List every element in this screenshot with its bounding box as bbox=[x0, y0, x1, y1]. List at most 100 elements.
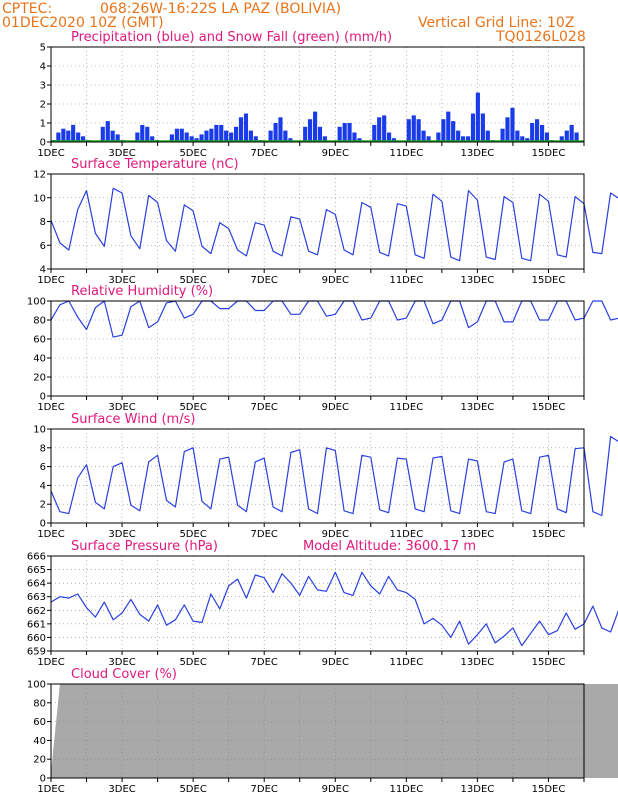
precip-bar bbox=[500, 128, 505, 142]
y-tick-label: 20 bbox=[33, 373, 46, 384]
y-tick-label: 2 bbox=[40, 500, 46, 511]
y-tick-label: 80 bbox=[33, 698, 46, 709]
y-tick-label: 1 bbox=[40, 119, 46, 130]
precip-bar bbox=[540, 124, 545, 142]
precip-bar bbox=[145, 126, 150, 142]
y-tick-label: 100 bbox=[27, 680, 46, 691]
precip-bar bbox=[81, 136, 86, 142]
header-location: 068:26W-16:22S LA PAZ (BOLIVIA) bbox=[100, 1, 341, 17]
y-tick-label: 4 bbox=[40, 481, 46, 492]
precip-bar bbox=[441, 119, 446, 142]
precip-bar bbox=[189, 136, 194, 142]
y-tick-label: 100 bbox=[27, 297, 46, 308]
x-tick-label: 11DEC bbox=[389, 275, 423, 286]
x-tick-label: 13DEC bbox=[461, 529, 495, 540]
panel-1: Precipitation (blue) and Snow Fall (gree… bbox=[37, 30, 585, 159]
x-tick-label: 1DEC bbox=[37, 529, 64, 540]
y-tick-label: 3 bbox=[40, 81, 46, 92]
x-tick-label: 11DEC bbox=[389, 529, 423, 540]
precip-bar bbox=[105, 121, 110, 142]
x-tick-label: 3DEC bbox=[108, 402, 135, 413]
precip-bar bbox=[288, 138, 293, 142]
precip-bar bbox=[466, 136, 471, 142]
precip-bar bbox=[322, 136, 327, 142]
precip-bar bbox=[505, 117, 510, 142]
precip-bar bbox=[199, 134, 204, 142]
x-tick-label: 3DEC bbox=[108, 275, 135, 286]
precip-bar bbox=[169, 134, 174, 142]
x-tick-label: 13DEC bbox=[461, 275, 495, 286]
precip-bar bbox=[174, 128, 179, 142]
precip-bar bbox=[372, 124, 377, 142]
header-code: TQ0126L028 bbox=[495, 29, 586, 45]
x-tick-label: 7DEC bbox=[251, 529, 278, 540]
x-tick-label: 7DEC bbox=[251, 402, 278, 413]
precip-bar bbox=[446, 111, 451, 142]
x-tick-label: 9DEC bbox=[322, 784, 349, 795]
precip-bar bbox=[66, 130, 71, 142]
precip-bar bbox=[530, 123, 535, 142]
precip-bar bbox=[382, 115, 387, 142]
y-tick-label: 665 bbox=[27, 565, 46, 576]
precip-bar bbox=[391, 138, 397, 142]
precip-bar bbox=[110, 130, 115, 142]
x-tick-label: 5DEC bbox=[179, 657, 206, 668]
x-tick-label: 5DEC bbox=[179, 402, 206, 413]
precip-bar bbox=[194, 138, 199, 142]
precip-bar bbox=[451, 121, 456, 142]
series-line bbox=[50, 435, 618, 517]
precip-bar bbox=[544, 132, 550, 142]
precip-bar bbox=[470, 113, 476, 142]
precip-bar bbox=[150, 136, 155, 142]
precip-bar bbox=[179, 128, 184, 142]
precip-bar bbox=[308, 119, 313, 142]
header-source: CPTEC: bbox=[2, 1, 52, 17]
x-tick-label: 5DEC bbox=[179, 148, 206, 159]
precip-bar bbox=[475, 92, 480, 142]
header-grid-note: Vertical Grid Line: 10Z bbox=[418, 15, 574, 31]
x-tick-label: 15DEC bbox=[532, 529, 566, 540]
precip-bar bbox=[337, 126, 342, 142]
precip-bar bbox=[357, 138, 362, 142]
x-tick-label: 7DEC bbox=[251, 148, 278, 159]
panel-2: Surface Temperature (nC) 4 6 8 10 12 1DEC 3DEC 5… bbox=[33, 157, 618, 286]
precip-bar bbox=[535, 119, 540, 142]
precip-bar bbox=[347, 123, 352, 142]
y-tick-label: 5 bbox=[40, 43, 46, 54]
x-tick-label: 5DEC bbox=[179, 529, 206, 540]
x-tick-label: 3DEC bbox=[108, 148, 135, 159]
y-tick-label: 664 bbox=[27, 579, 46, 590]
precip-bar bbox=[436, 132, 441, 142]
y-tick-label: 0 bbox=[40, 519, 46, 530]
x-tick-label: 9DEC bbox=[322, 529, 349, 540]
panel-title: Surface Temperature (nC) bbox=[71, 157, 239, 172]
x-tick-label: 1DEC bbox=[37, 148, 64, 159]
precip-bar bbox=[303, 126, 308, 142]
y-tick-label: 40 bbox=[33, 736, 46, 747]
y-tick-label: 0 bbox=[40, 138, 46, 149]
x-tick-label: 15DEC bbox=[532, 657, 566, 668]
precip-bar bbox=[273, 123, 278, 142]
x-tick-label: 9DEC bbox=[322, 657, 349, 668]
precip-bar bbox=[115, 134, 120, 142]
y-tick-label: 0 bbox=[40, 392, 46, 403]
panel-title: Surface Pressure (hPa) bbox=[71, 539, 218, 554]
y-tick-label: 661 bbox=[27, 619, 46, 630]
precip-bar bbox=[342, 123, 347, 142]
precip-bar bbox=[56, 132, 61, 142]
x-tick-label: 7DEC bbox=[251, 784, 278, 795]
series-line bbox=[50, 571, 618, 647]
panel-3: Relative Humidity (%) 0 20 40 60 80 100 1DEC 3DE… bbox=[27, 284, 618, 413]
x-tick-label: 3DEC bbox=[108, 529, 135, 540]
panel-5: Surface Pressure (hPa) 659 660 661 662 663 664… bbox=[27, 539, 618, 668]
precip-bar bbox=[61, 128, 66, 142]
precip-bar bbox=[229, 132, 234, 142]
x-tick-label: 9DEC bbox=[322, 275, 349, 286]
precip-bar bbox=[238, 117, 244, 142]
panel-4: Surface Wind (m/s) 0 2 4 6 8 10 1DEC 3DEC 5DEC 7DE… bbox=[33, 412, 618, 540]
x-tick-label: 11DEC bbox=[389, 148, 423, 159]
precip-bar bbox=[219, 124, 224, 142]
x-tick-label: 9DEC bbox=[322, 402, 349, 413]
x-tick-label: 13DEC bbox=[461, 148, 495, 159]
